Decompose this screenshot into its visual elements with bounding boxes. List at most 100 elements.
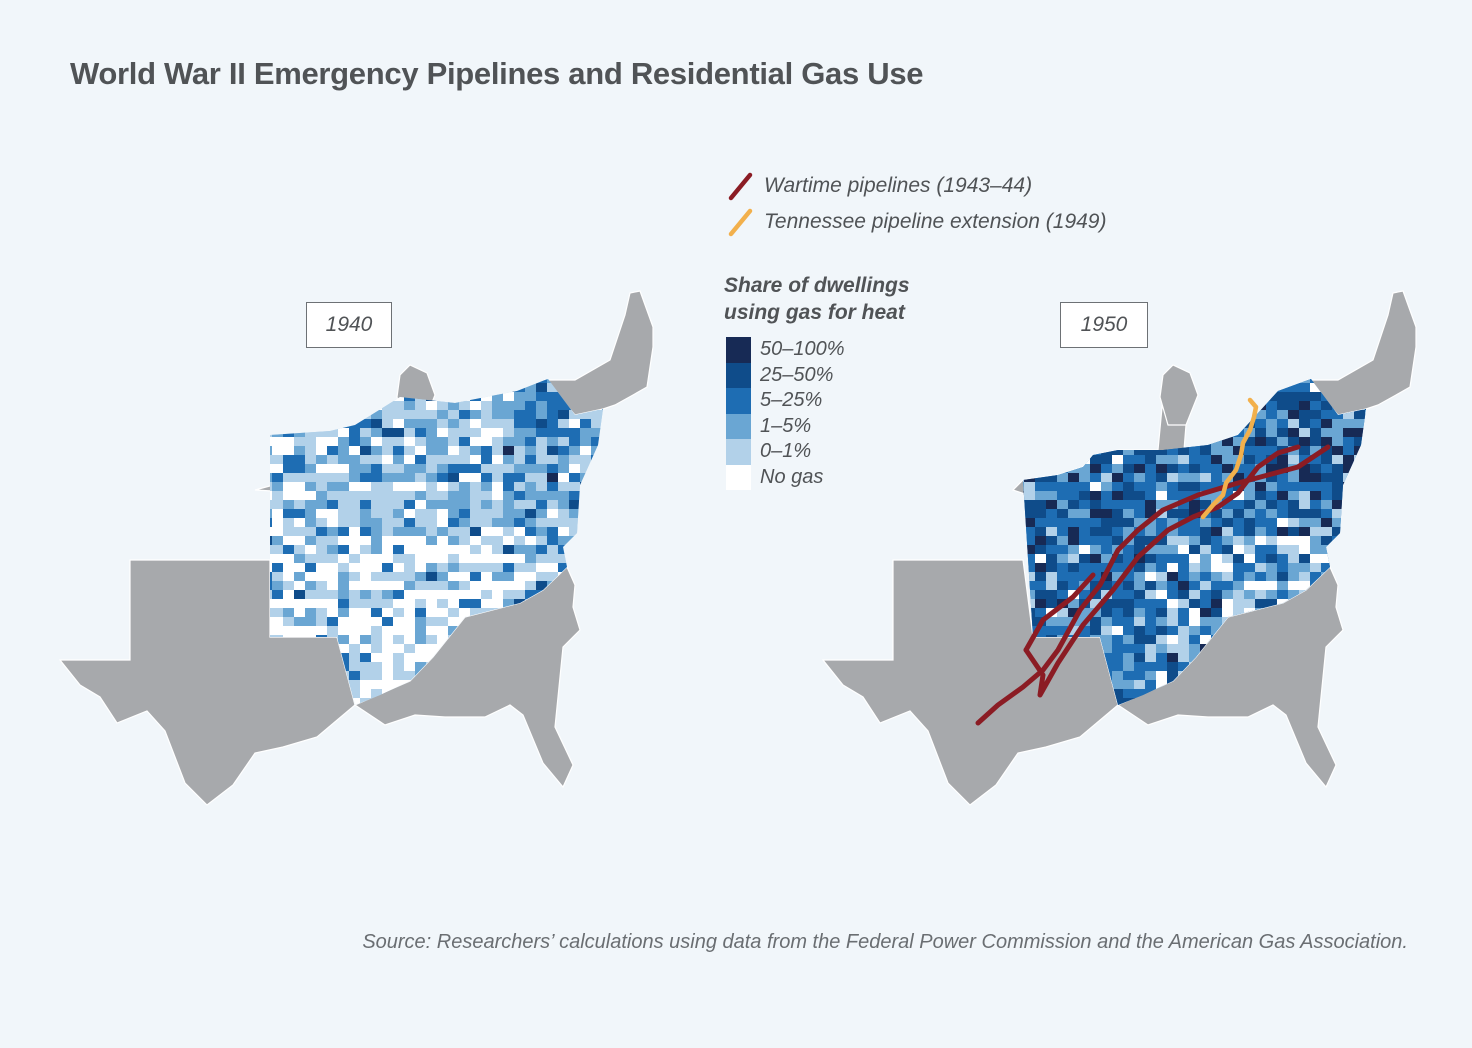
county-cell <box>415 536 426 545</box>
county-cell <box>327 473 338 482</box>
county-cell <box>514 401 525 410</box>
county-cell <box>415 518 426 527</box>
county-cell <box>1277 482 1288 491</box>
county-cell <box>1310 572 1321 581</box>
county-cell <box>426 491 437 500</box>
county-cell <box>1299 572 1310 581</box>
county-cell <box>272 590 283 599</box>
county-cell <box>1222 590 1233 599</box>
county-cell <box>371 581 382 590</box>
county-cell <box>459 599 470 608</box>
county-cell <box>338 617 349 626</box>
county-cell <box>316 527 327 536</box>
county-cell <box>393 428 404 437</box>
county-cell <box>492 518 503 527</box>
county-cell <box>580 491 591 500</box>
county-cell <box>415 653 426 662</box>
county-cell <box>525 500 536 509</box>
county-cell <box>448 401 459 410</box>
county-cell <box>1376 581 1387 590</box>
county-cell <box>316 419 327 428</box>
county-cell <box>305 428 316 437</box>
county-cell <box>1123 590 1134 599</box>
county-cell <box>338 536 349 545</box>
county-cell <box>437 572 448 581</box>
county-cell <box>448 527 459 536</box>
county-cell <box>503 599 514 608</box>
county-cell <box>1101 419 1112 428</box>
county-cell <box>1332 410 1343 419</box>
county-cell <box>591 446 602 455</box>
county-cell <box>1365 707 1376 716</box>
county-cell <box>558 527 569 536</box>
county-cell <box>437 500 448 509</box>
county-cell <box>349 437 360 446</box>
county-cell <box>1233 365 1244 374</box>
county-cell <box>316 437 327 446</box>
county-cell <box>1156 572 1167 581</box>
county-cell <box>1023 482 1024 491</box>
county-cell <box>1299 473 1310 482</box>
county-cell <box>316 446 327 455</box>
county-cell <box>270 518 272 527</box>
county-cell <box>382 662 393 671</box>
county-cell <box>1299 446 1310 455</box>
county-cell <box>1167 653 1178 662</box>
county-cell <box>492 500 503 509</box>
county-cell <box>1310 554 1321 563</box>
county-cell <box>1222 518 1233 527</box>
county-cell <box>294 473 305 482</box>
county-cell <box>1365 473 1366 482</box>
county-cell <box>1101 599 1112 608</box>
county-cell <box>492 455 503 464</box>
county-cell <box>426 581 437 590</box>
county-cell <box>1222 392 1233 401</box>
county-cell <box>492 365 503 374</box>
county-cell <box>1343 500 1354 509</box>
county-cell <box>404 446 415 455</box>
county-cell <box>316 554 327 563</box>
county-cell <box>1167 518 1178 527</box>
county-cell <box>1376 464 1387 473</box>
county-cell <box>470 518 481 527</box>
county-cell <box>1123 379 1134 383</box>
county-cell <box>1046 464 1057 473</box>
county-cell <box>393 572 404 581</box>
county-cell <box>1112 446 1123 455</box>
county-cell <box>1365 536 1366 545</box>
county-cell <box>1266 419 1277 428</box>
county-cell <box>580 635 591 644</box>
county-cell <box>1167 572 1178 581</box>
county-cell <box>437 608 448 617</box>
county-cell <box>591 509 602 518</box>
county-cell <box>1200 599 1211 608</box>
county-cell <box>1376 671 1387 680</box>
county-cell <box>1244 446 1255 455</box>
county-cell <box>294 379 305 383</box>
county-cell <box>470 365 481 374</box>
county-cell <box>270 383 272 392</box>
county-cell <box>1299 379 1310 383</box>
county-cell <box>1233 446 1244 455</box>
county-cell <box>305 617 316 626</box>
county-cell <box>525 401 536 410</box>
county-cell <box>1321 437 1332 446</box>
county-cell <box>1332 527 1343 536</box>
county-cell <box>1332 671 1343 680</box>
county-cell <box>591 698 602 705</box>
county-cell <box>1343 581 1354 590</box>
county-cell <box>1134 419 1145 428</box>
county-cell <box>1178 536 1189 545</box>
county-cell <box>448 545 459 554</box>
county-cell <box>1332 563 1343 572</box>
county-cell <box>547 383 558 392</box>
county-cell <box>1343 482 1354 491</box>
county-cell <box>1365 608 1366 617</box>
county-cell <box>382 383 393 392</box>
county-cell <box>294 554 305 563</box>
county-cell <box>371 437 382 446</box>
county-cell <box>1365 482 1366 491</box>
county-cell <box>1343 635 1354 644</box>
county-cell <box>1178 617 1189 626</box>
county-cell <box>602 419 603 428</box>
